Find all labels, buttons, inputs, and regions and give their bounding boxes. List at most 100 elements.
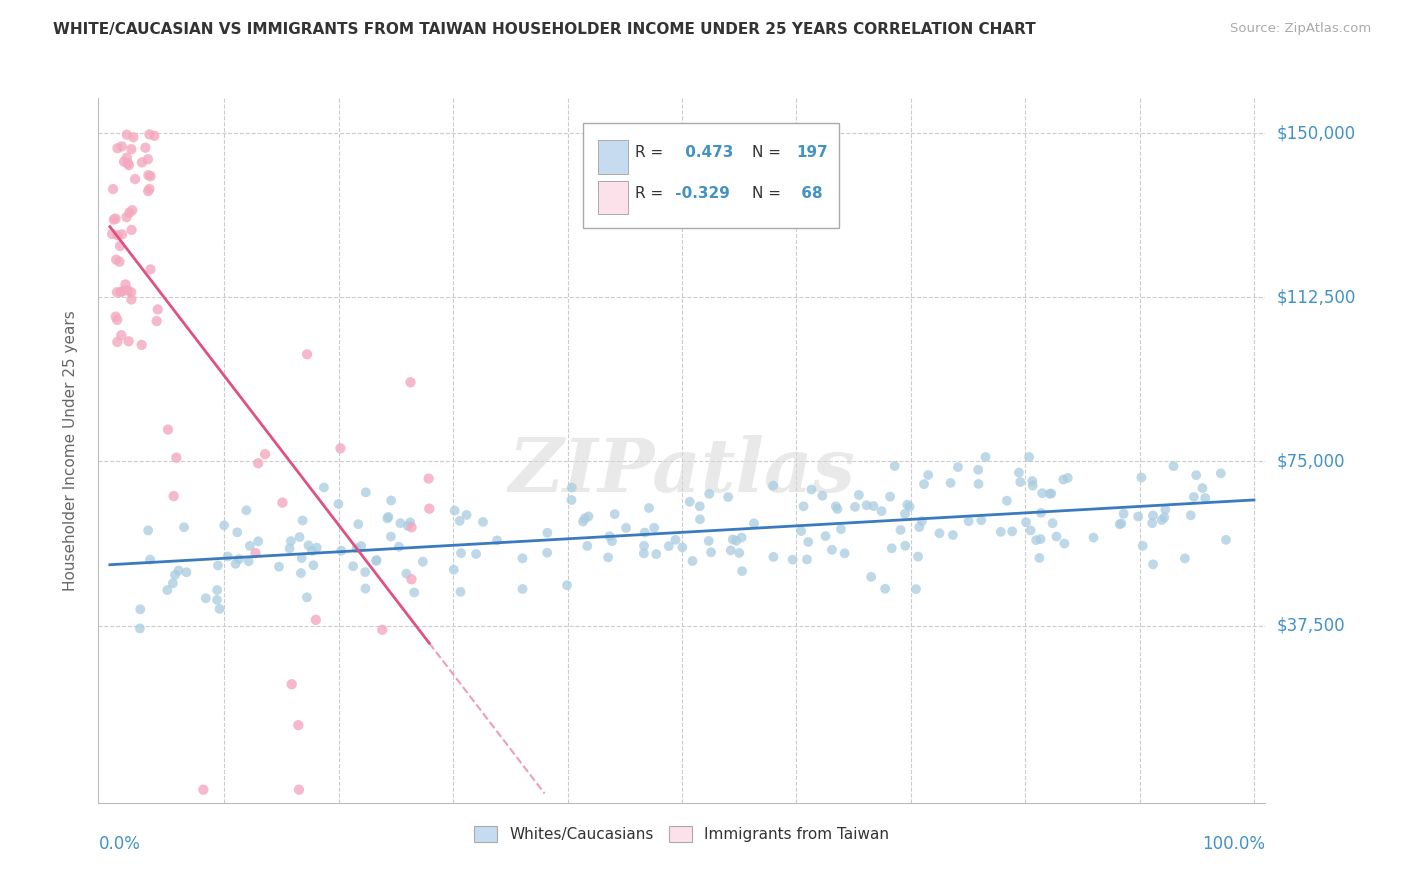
Point <box>271 495 294 509</box>
FancyBboxPatch shape <box>598 140 628 174</box>
Point <box>401 572 423 586</box>
Point <box>295 591 318 605</box>
Point <box>1180 508 1202 523</box>
Point <box>443 503 465 517</box>
Point <box>1182 490 1205 504</box>
Point <box>762 549 785 564</box>
Point <box>720 543 742 558</box>
Point <box>111 227 134 242</box>
Point <box>146 302 169 317</box>
Point <box>456 508 478 522</box>
Point <box>346 541 368 556</box>
Point <box>1025 533 1047 548</box>
Point <box>912 477 935 491</box>
Point <box>287 718 309 732</box>
Point <box>247 534 270 549</box>
Point <box>1029 532 1052 546</box>
Point <box>139 262 162 277</box>
Point <box>450 584 472 599</box>
Point <box>156 423 179 437</box>
Point <box>108 254 131 268</box>
Point <box>115 128 138 142</box>
Point <box>811 489 834 503</box>
Point <box>139 169 162 184</box>
Point <box>288 782 311 797</box>
Point <box>380 493 402 508</box>
Point <box>870 504 893 518</box>
Text: $112,500: $112,500 <box>1277 288 1355 306</box>
Point <box>1040 486 1063 500</box>
Point <box>238 554 260 568</box>
Point <box>1022 478 1045 492</box>
Point <box>1153 510 1175 524</box>
Point <box>894 539 917 553</box>
Point <box>375 511 398 525</box>
Point <box>860 570 883 584</box>
Point <box>134 141 156 155</box>
Point <box>245 546 267 560</box>
Point <box>104 211 127 226</box>
Point <box>824 500 846 514</box>
Point <box>725 533 748 548</box>
Point <box>658 539 681 553</box>
Point <box>967 477 990 491</box>
Point <box>1056 471 1078 485</box>
Point <box>844 500 866 514</box>
Text: 0.473: 0.473 <box>679 145 733 160</box>
Point <box>512 551 534 566</box>
Point <box>399 376 422 390</box>
Point <box>138 128 160 142</box>
Point <box>1132 539 1154 553</box>
Point <box>1150 513 1173 527</box>
Text: $37,500: $37,500 <box>1277 616 1346 634</box>
Point <box>297 538 319 552</box>
Point <box>328 497 350 511</box>
Point <box>165 450 187 465</box>
Point <box>205 582 228 597</box>
Point <box>1209 467 1232 481</box>
Point <box>821 542 844 557</box>
Point <box>354 582 377 596</box>
Point <box>1018 450 1040 464</box>
Point <box>162 576 184 591</box>
Point <box>280 534 302 549</box>
Point <box>366 554 388 568</box>
Point <box>578 509 600 524</box>
Point <box>633 539 655 553</box>
Point <box>136 524 159 538</box>
Point <box>689 512 711 526</box>
Point <box>782 552 804 566</box>
Point <box>254 447 277 461</box>
Point <box>862 499 884 513</box>
Point <box>118 158 141 172</box>
Point <box>638 500 661 515</box>
Point <box>576 539 599 553</box>
Point <box>1045 530 1067 544</box>
Point <box>377 510 399 524</box>
Point <box>291 551 314 566</box>
Point <box>1052 473 1074 487</box>
Point <box>145 314 167 328</box>
Point <box>907 549 929 564</box>
Point <box>896 498 918 512</box>
Point <box>105 334 128 349</box>
Point <box>301 544 323 558</box>
Point <box>105 252 128 267</box>
Point <box>512 582 534 596</box>
Point <box>1174 551 1197 566</box>
Legend: Whites/Caucasians, Immigrants from Taiwan: Whites/Caucasians, Immigrants from Taiwa… <box>468 820 896 848</box>
Point <box>1185 468 1208 483</box>
Point <box>1083 531 1105 545</box>
Point <box>889 523 911 537</box>
Point <box>946 460 969 475</box>
Point <box>138 168 160 182</box>
Point <box>762 478 785 492</box>
Point <box>118 205 141 219</box>
Point <box>105 313 128 327</box>
Text: WHITE/CAUCASIAN VS IMMIGRANTS FROM TAIWAN HOUSEHOLDER INCOME UNDER 25 YEARS CORR: WHITE/CAUCASIAN VS IMMIGRANTS FROM TAIWA… <box>53 22 1036 37</box>
Point <box>124 172 146 186</box>
Point <box>342 559 364 574</box>
Point <box>879 490 901 504</box>
Point <box>305 541 328 555</box>
Point <box>1108 517 1130 532</box>
